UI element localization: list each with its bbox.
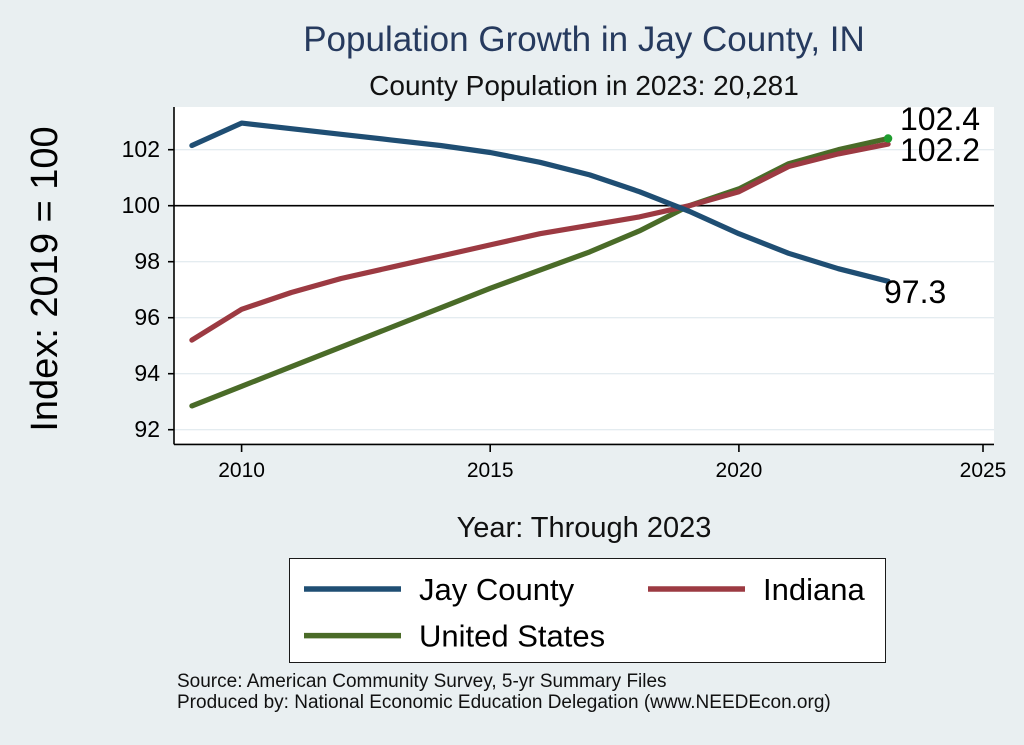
svg-text:United States: United States bbox=[419, 619, 605, 654]
svg-text:Jay County: Jay County bbox=[419, 572, 575, 607]
svg-text:Indiana: Indiana bbox=[763, 572, 865, 607]
